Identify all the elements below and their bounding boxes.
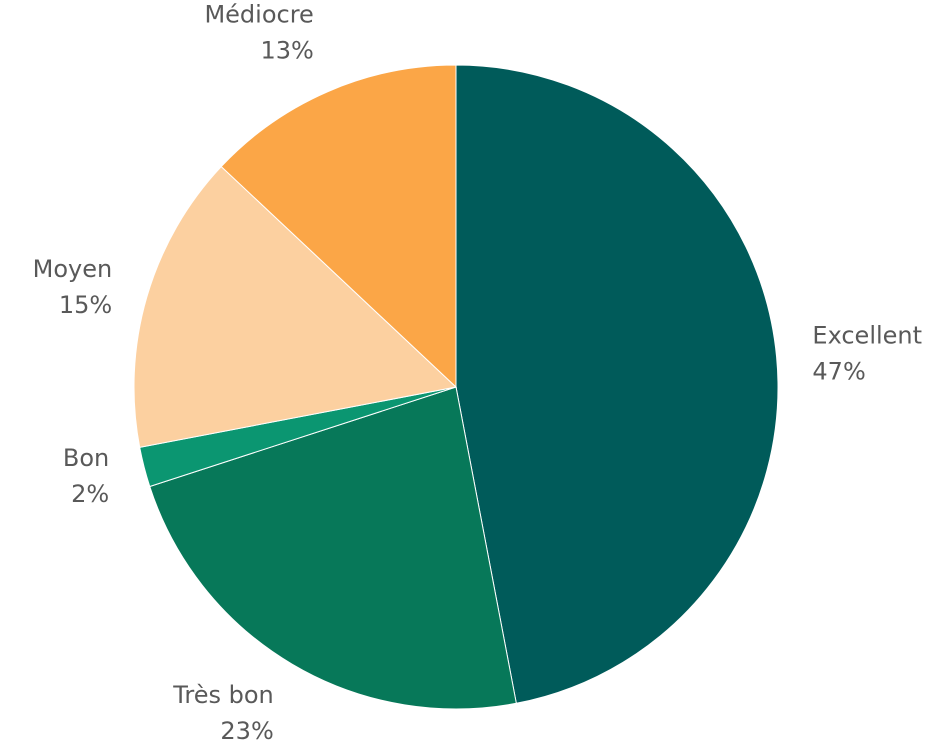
slice-percent-label: 2% [71,480,109,508]
slice-category-label: Excellent [812,321,922,349]
data-label-bon: Bon 2% [63,444,109,508]
pie-slice-excellent [455,64,779,704]
pie-slice-tres-bon [149,386,517,710]
slice-percent-label: 23% [220,717,273,745]
slice-percent-label: 15% [59,291,112,319]
slice-percent-label: 13% [260,36,313,64]
slice-category-label: Très bon [172,681,274,709]
slices-layer [133,64,779,710]
data-label-moyen: Moyen 15% [33,255,113,319]
pie-slice-mediocre [220,64,457,389]
data-label-tres-bon: Très bon 23% [172,681,274,745]
labels-layer: Excellent 47% Très bon 23% Bon 2% Moyen 15% Médi… [33,0,922,745]
slice-category-label: Bon [63,444,109,472]
slice-percent-label: 47% [812,357,865,385]
data-label-mediocre: Médiocre 13% [204,0,313,64]
slice-category-label: Médiocre [204,0,313,28]
pie-slice-moyen [133,165,458,448]
data-label-excellent: Excellent 47% [812,321,922,385]
slice-category-label: Moyen [33,255,113,283]
